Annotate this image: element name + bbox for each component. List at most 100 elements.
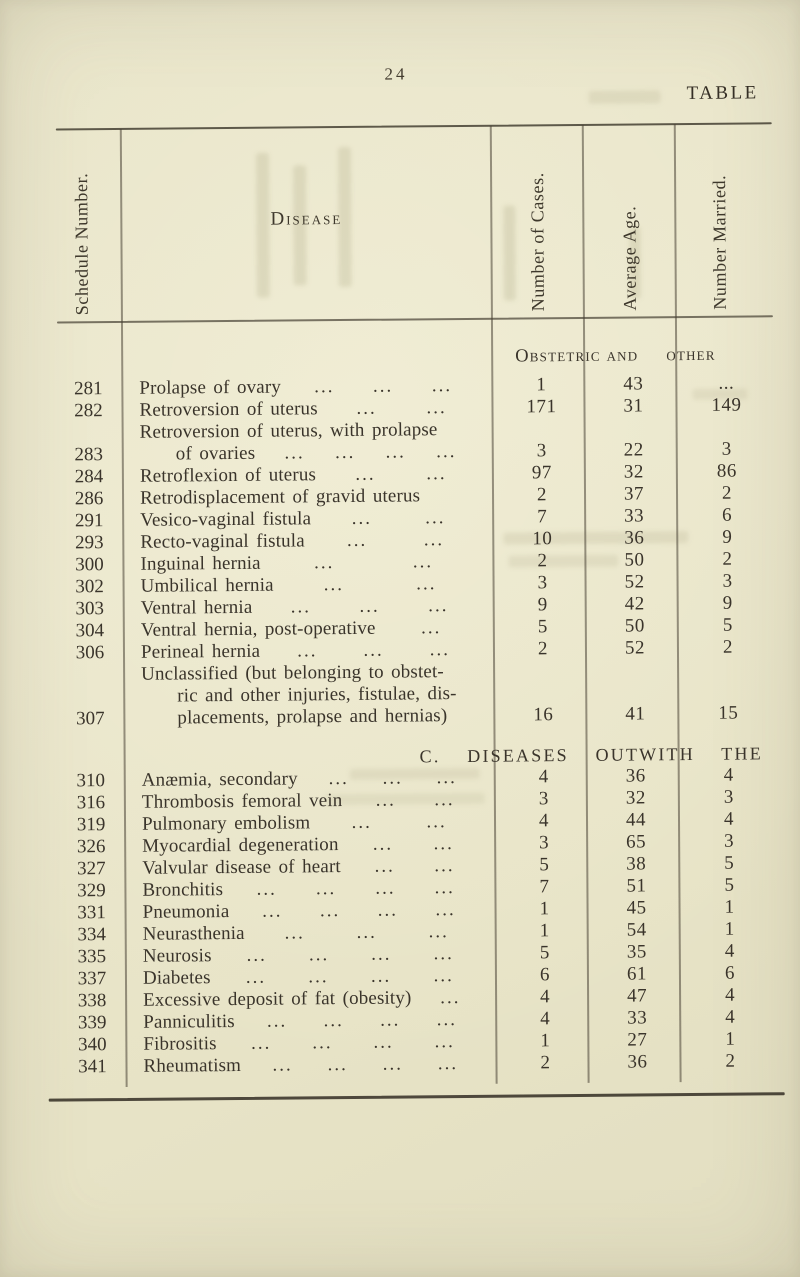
leader-dot-group: ... — [372, 833, 394, 855]
leader-dot-group: ... — [351, 507, 373, 529]
disease-cell: Retroflexion of uterus...... — [124, 463, 496, 488]
leader-dots: ...... — [274, 573, 497, 597]
bleed-through-artifact — [255, 152, 270, 298]
disease-cell: Prolapse of ovary......... — [123, 375, 495, 400]
leader-dot-group: ... — [297, 640, 318, 662]
leader-dot-group: ... — [355, 463, 376, 485]
average-age-cell: 45 — [626, 897, 647, 919]
leader-dots: ...... — [341, 855, 499, 878]
disease-line: Fibrositis............ — [143, 1031, 499, 1056]
leader-dot-group: ... — [319, 900, 341, 922]
disease-cell: Retroversion of uterus...... — [123, 397, 495, 422]
disease-cell: Diabetes............ — [127, 965, 499, 990]
leader-dot-group: ... — [328, 767, 349, 790]
schedule-number-cell: 291 — [74, 510, 104, 532]
disease-cell: Perineal hernia......... — [125, 639, 497, 664]
disease-line: Pulmonary embolism...... — [142, 811, 498, 836]
leader-dot-group: ... — [440, 987, 461, 1009]
disease-cell: Excessive deposit of fat (obesity)... — [127, 987, 499, 1012]
leader-dots: ...... — [305, 529, 497, 553]
number-of-cases-cell: 171 — [526, 396, 557, 418]
leader-dots: ......... — [252, 595, 496, 619]
leader-dots: ...... — [310, 811, 498, 835]
disease-text: Thrombosis femoral vein — [141, 790, 343, 813]
average-age-cell: 31 — [623, 395, 644, 417]
disease-line: of ovaries............ — [140, 441, 496, 466]
leader-dot-group: ... — [371, 943, 392, 965]
disease-line: Thrombosis femoral vein...... — [142, 789, 498, 814]
disease-text: Diabetes — [142, 967, 211, 989]
leader-dot-group: ... — [382, 767, 403, 789]
number-married-cell: 6 — [722, 504, 733, 526]
average-age-cell: 42 — [624, 593, 645, 615]
section-heading-segment: other — [666, 344, 716, 366]
number-of-cases-cell: 4 — [538, 766, 549, 788]
disease-line: Perineal hernia......... — [141, 639, 497, 664]
schedule-number-cell: 302 — [75, 576, 104, 598]
disease-line: Myocardial degeneration...... — [142, 833, 498, 858]
leader-dot-group: ... — [251, 1032, 272, 1054]
leader-dot-group: ... — [346, 529, 368, 552]
leader-dots: ............ — [255, 441, 496, 465]
schedule-number-cell: 340 — [78, 1034, 107, 1056]
number-of-cases-cell: 2 — [537, 550, 548, 572]
disease-cell: Retrodisplacement of gravid uterus — [124, 485, 496, 510]
number-of-cases-cell: 3 — [536, 440, 547, 462]
bleed-through-artifact — [588, 90, 661, 104]
disease-line: Diabetes............ — [143, 965, 499, 990]
schedule-number-cell: 331 — [77, 902, 106, 924]
table-row: 307 Unclassified (but belonging to obstet… — [59, 658, 775, 730]
disease-text: Pulmonary embolism — [141, 812, 311, 835]
disease-line: Retroversion of uterus...... — [139, 397, 495, 422]
disease-cell: Inguinal hernia...... — [124, 551, 496, 576]
disease-line: Valvular disease of heart...... — [142, 855, 498, 880]
leader-dot-group: ... — [312, 1032, 333, 1054]
disease-cell: Neurasthenia......... — [127, 921, 499, 946]
number-married-cell: 3 — [724, 830, 735, 852]
disease-cell: Unclassified (but belonging to obstet-ri… — [125, 661, 497, 730]
leader-dots: ... — [376, 617, 497, 640]
leader-dot-group: ... — [290, 596, 311, 618]
disease-line: ric and other injuries, fistulae, dis- — [141, 683, 497, 708]
leader-dots: ...... — [316, 463, 496, 487]
schedule-number-cell: 306 — [75, 642, 105, 664]
schedule-number-cell: 303 — [75, 598, 105, 620]
average-age-cell: 44 — [625, 809, 647, 831]
average-age-cell: 35 — [626, 941, 647, 963]
leader-dot-group: ... — [245, 966, 267, 988]
disease-text: Retrodisplacement of gravid uterus — [139, 485, 421, 509]
schedule-number-cell: 316 — [76, 792, 106, 814]
average-age-cell: 52 — [624, 571, 645, 593]
number-married-cell: 1 — [724, 896, 735, 918]
number-of-cases-cell: 4 — [540, 1008, 551, 1030]
table-top-rule — [55, 122, 772, 131]
leader-dot-group: ... — [373, 1031, 394, 1053]
leader-dot-group: ... — [372, 375, 394, 397]
number-of-cases-cell: 2 — [536, 484, 548, 506]
disease-line: Vesico-vaginal fistula...... — [140, 507, 496, 532]
leader-dot-group: ... — [356, 921, 377, 943]
leader-dot-group: ... — [375, 877, 396, 899]
average-age-cell: 41 — [625, 703, 646, 725]
leader-dot-group: ... — [437, 1053, 459, 1075]
number-married-cell: 2 — [721, 482, 733, 504]
leader-dot-group: ... — [323, 1010, 344, 1032]
number-married-cell: 5 — [722, 614, 733, 636]
disease-line: Unclassified (but belonging to obstet- — [141, 661, 497, 686]
leader-dot-group: ... — [256, 878, 277, 900]
leader-dot-group: ... — [246, 944, 267, 966]
schedule-number-cell: 339 — [77, 1012, 107, 1034]
average-age-cell: 43 — [623, 373, 644, 395]
number-married-cell: 6 — [724, 962, 736, 984]
number-married-cell: 2 — [722, 548, 733, 570]
schedule-number-cell: 327 — [76, 858, 106, 880]
number-of-cases-cell: 1 — [536, 374, 547, 396]
leader-dot-group: ... — [434, 855, 455, 877]
number-of-cases-cell: 9 — [537, 594, 548, 616]
leader-dot-group: ... — [434, 789, 455, 811]
leader-dot-group: ... — [434, 1031, 455, 1053]
disease-cell: Rheumatism............ — [127, 1053, 499, 1078]
disease-cell: Fibrositis............ — [127, 1031, 499, 1056]
disease-cell: Valvular disease of heart...... — [126, 855, 498, 880]
average-age-cell: 22 — [623, 439, 644, 461]
